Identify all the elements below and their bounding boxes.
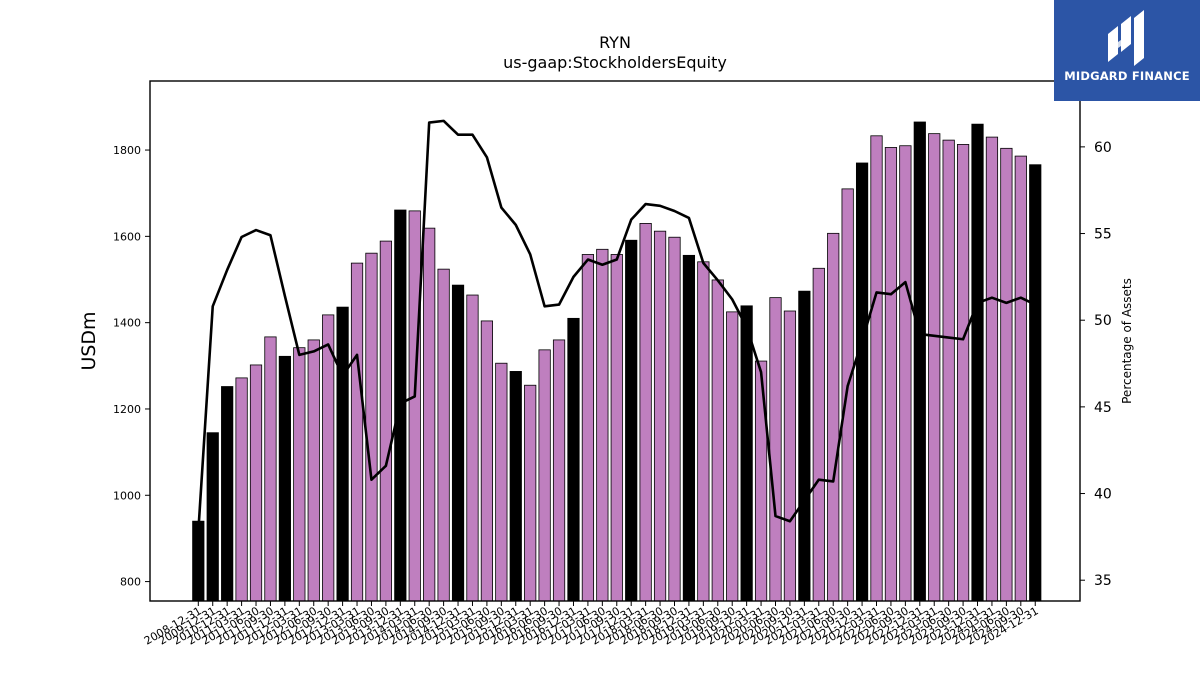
bar: [235, 377, 248, 602]
y-tick-label: 800: [120, 576, 141, 589]
bar: [985, 136, 999, 602]
y2-tick-label: 60: [1094, 140, 1112, 156]
bar: [466, 294, 479, 602]
bar: [451, 284, 465, 602]
bar: [668, 236, 681, 602]
line-series: [197, 119, 1036, 532]
bar: [278, 355, 291, 602]
bar: [192, 520, 205, 602]
right-axis: 35 40 45 50 55 60: [1080, 140, 1112, 589]
brand-logo: MIDGARD FINANCE: [1054, 0, 1200, 101]
bar: [711, 279, 724, 602]
bar: [365, 252, 378, 602]
bar: [798, 290, 811, 602]
y-tick-label: 1800: [113, 144, 141, 157]
bar: [783, 310, 797, 602]
bar: [841, 188, 854, 602]
y2-tick-label: 45: [1094, 400, 1112, 416]
bar: [437, 268, 450, 602]
bar: [567, 317, 580, 602]
bar: [899, 145, 912, 602]
percentage-line: [197, 119, 1036, 532]
y-tick-label: 1600: [113, 230, 141, 243]
chart-title: RYN: [599, 33, 631, 52]
bar: [971, 123, 984, 602]
bar: [639, 223, 652, 602]
y-tick-label: 1400: [113, 317, 141, 330]
bar: [221, 386, 234, 602]
bar: [942, 139, 955, 602]
bar: [1014, 155, 1027, 602]
bar: [827, 232, 840, 602]
brand-name: MIDGARD FINANCE: [1064, 69, 1190, 83]
bar: [870, 135, 883, 602]
left-axis: 800 1000 1200 1400 1600 1800: [113, 144, 150, 589]
bar: [350, 262, 364, 602]
bar: [307, 339, 320, 602]
y-axis-label: USDm: [78, 311, 100, 370]
bar: [1000, 147, 1013, 602]
bar: [653, 230, 667, 602]
bar: [812, 267, 825, 602]
bar: [249, 364, 263, 602]
bar: [1029, 164, 1042, 602]
y-tick-label: 1200: [113, 403, 141, 416]
bar: [682, 254, 696, 602]
bar: [697, 261, 710, 602]
bar: [524, 384, 537, 602]
bar: [480, 320, 494, 602]
x-axis: 2008-12-312009-12-312010-12-312011-03-31…: [142, 601, 1041, 648]
bar: [379, 240, 392, 602]
chart-subtitle: us-gaap:StockholdersEquity: [503, 53, 727, 72]
bar: [610, 254, 623, 602]
bar: [322, 314, 335, 602]
bar: [538, 349, 551, 602]
bar: [913, 121, 926, 602]
bar: [581, 254, 595, 602]
bar: [726, 311, 739, 602]
bar: [769, 297, 782, 602]
bar-series: [192, 121, 1042, 602]
y-tick-label: 1000: [113, 489, 141, 502]
bar: [740, 305, 753, 602]
bar: [408, 210, 421, 602]
bar: [884, 147, 898, 602]
bar: [509, 371, 522, 602]
y2-tick-label: 40: [1094, 487, 1112, 503]
bar: [495, 362, 508, 602]
y2-tick-label: 50: [1094, 313, 1112, 329]
y2-tick-label: 55: [1094, 227, 1112, 243]
bar: [293, 347, 306, 602]
bar: [754, 360, 768, 602]
bar: [956, 144, 970, 602]
bar: [855, 162, 869, 602]
bar: [423, 227, 436, 602]
plot-frame: [149, 80, 1081, 602]
bar: [336, 306, 349, 602]
y2-tick-label: 35: [1094, 573, 1112, 589]
bar: [264, 336, 277, 602]
bar: [552, 339, 566, 602]
bar: [206, 432, 219, 602]
bar: [928, 133, 941, 602]
y2-axis-label: Percentage of Assets: [1120, 278, 1134, 404]
bar: [596, 248, 609, 602]
bar: [625, 239, 638, 602]
midgard-logo-icon: [1108, 10, 1144, 66]
